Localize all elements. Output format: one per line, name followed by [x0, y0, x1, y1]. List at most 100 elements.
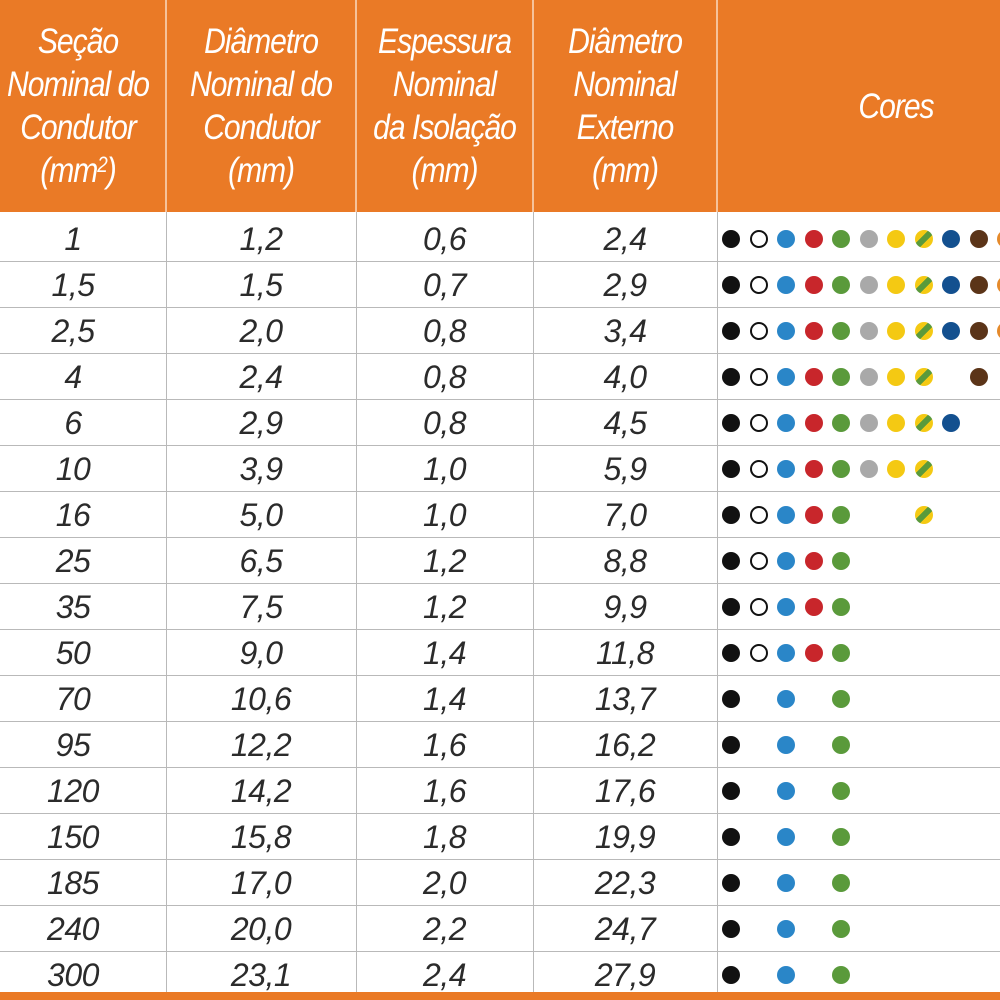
color-dot-verde: [832, 276, 850, 294]
cell-diametro-condutor: 20,0: [230, 910, 292, 947]
color-dot-verde: [832, 966, 850, 984]
cell-espessura: 1,6: [423, 772, 466, 809]
color-dot-preto: [722, 874, 740, 892]
cell-diametro-externo: 24,7: [594, 910, 656, 947]
color-dot-amarelo: [887, 460, 905, 478]
cell-diametro-externo: 7,0: [603, 496, 647, 533]
color-dot-azul: [777, 920, 795, 938]
cell-espessura: 0,8: [423, 404, 466, 441]
table-row: 240 20,0 2,2 24,7: [0, 906, 1000, 952]
cell-diametro-condutor: 17,0: [230, 864, 292, 901]
color-dot-vermelho: [805, 460, 823, 478]
cell-diametro-externo: 13,7: [594, 680, 656, 717]
color-dot-verde-amarelo: [915, 230, 933, 248]
color-dot-verde: [832, 414, 850, 432]
color-dot-verde-amarelo: [915, 460, 933, 478]
color-dot-branco: [750, 414, 768, 432]
cell-secao: 300: [47, 956, 99, 993]
color-dot-verde: [832, 322, 850, 340]
cell-diametro-externo: 3,4: [603, 312, 647, 349]
cell-diametro-externo: 8,8: [603, 542, 647, 579]
cell-secao: 4: [64, 358, 82, 395]
color-dot-marrom: [970, 230, 988, 248]
cell-secao: 10: [55, 450, 91, 487]
cell-secao: 35: [55, 588, 91, 625]
header-divider: [355, 0, 357, 212]
table-row: 95 12,2 1,6 16,2: [0, 722, 1000, 768]
cell-diametro-externo: 2,9: [603, 266, 647, 303]
table-row: 70 10,6 1,4 13,7: [0, 676, 1000, 722]
cell-diametro-externo: 4,5: [603, 404, 647, 441]
color-dot-cinza: [860, 414, 878, 432]
table-row: 6 2,9 0,8 4,5: [0, 400, 1000, 446]
cell-secao: 240: [47, 910, 99, 947]
cell-secao: 25: [55, 542, 91, 579]
cell-diametro-condutor: 12,2: [230, 726, 292, 763]
color-dot-preto: [722, 736, 740, 754]
color-dot-branco: [750, 644, 768, 662]
color-dot-azul: [777, 414, 795, 432]
cell-secao: 6: [64, 404, 82, 441]
color-dot-azul: [777, 966, 795, 984]
color-dot-vermelho: [805, 598, 823, 616]
color-dot-laranja: [997, 276, 1000, 294]
table-row: 10 3,9 1,0 5,9: [0, 446, 1000, 492]
cell-diametro-condutor: 1,5: [239, 266, 283, 303]
column-divider: [533, 212, 534, 992]
cell-diametro-externo: 9,9: [603, 588, 647, 625]
cell-secao: 150: [47, 818, 99, 855]
cell-diametro-condutor: 9,0: [239, 634, 283, 671]
color-dot-preto: [722, 644, 740, 662]
cell-secao: 185: [47, 864, 99, 901]
cell-espessura: 0,8: [423, 358, 466, 395]
header-diametro-externo: Diâmetro Nominal Externo (mm): [568, 22, 683, 190]
color-dot-amarelo: [887, 230, 905, 248]
color-dot-preto: [722, 368, 740, 386]
color-dot-azul-escuro: [942, 230, 960, 248]
table-row: 120 14,2 1,6 17,6: [0, 768, 1000, 814]
cell-diametro-externo: 22,3: [594, 864, 656, 901]
color-dot-preto: [722, 828, 740, 846]
cell-diametro-externo: 4,0: [603, 358, 647, 395]
color-dot-verde: [832, 874, 850, 892]
color-dot-branco: [750, 460, 768, 478]
cell-espessura: 0,8: [423, 312, 466, 349]
color-dot-amarelo: [887, 414, 905, 432]
cell-diametro-condutor: 23,1: [230, 956, 292, 993]
cell-diametro-condutor: 14,2: [230, 772, 292, 809]
color-dot-branco: [750, 368, 768, 386]
header-diametro-condutor: Diâmetro Nominal do Condutor (mm): [190, 22, 333, 190]
column-divider: [356, 212, 357, 992]
cell-espessura: 1,4: [423, 680, 466, 717]
table-row: 16 5,0 1,0 7,0: [0, 492, 1000, 538]
color-dot-branco: [750, 598, 768, 616]
color-dot-azul: [777, 690, 795, 708]
color-dot-branco: [750, 506, 768, 524]
color-dot-branco: [750, 276, 768, 294]
cell-secao: 70: [55, 680, 91, 717]
color-dot-verde: [832, 736, 850, 754]
table-row: 35 7,5 1,2 9,9: [0, 584, 1000, 630]
cell-secao: 2,5: [51, 312, 95, 349]
cell-diametro-externo: 11,8: [596, 634, 654, 671]
cell-diametro-condutor: 1,2: [239, 220, 283, 257]
cell-secao: 16: [55, 496, 91, 533]
color-dot-verde-amarelo: [915, 414, 933, 432]
color-dot-preto: [722, 230, 740, 248]
cell-diametro-externo: 17,6: [594, 772, 656, 809]
color-dot-verde-amarelo: [915, 506, 933, 524]
cell-diametro-externo: 2,4: [603, 220, 647, 257]
cell-secao: 120: [47, 772, 99, 809]
color-dot-branco: [750, 230, 768, 248]
table-row: 25 6,5 1,2 8,8: [0, 538, 1000, 584]
table-footer-bar: [0, 992, 1000, 1000]
color-dot-azul-escuro: [942, 322, 960, 340]
color-dot-preto: [722, 782, 740, 800]
cell-secao: 95: [55, 726, 91, 763]
header-divider: [532, 0, 534, 212]
color-dot-cinza: [860, 230, 878, 248]
cell-espessura: 1,8: [423, 818, 466, 855]
color-dot-cinza: [860, 322, 878, 340]
table-row: 50 9,0 1,4 11,8: [0, 630, 1000, 676]
color-dot-vermelho: [805, 276, 823, 294]
